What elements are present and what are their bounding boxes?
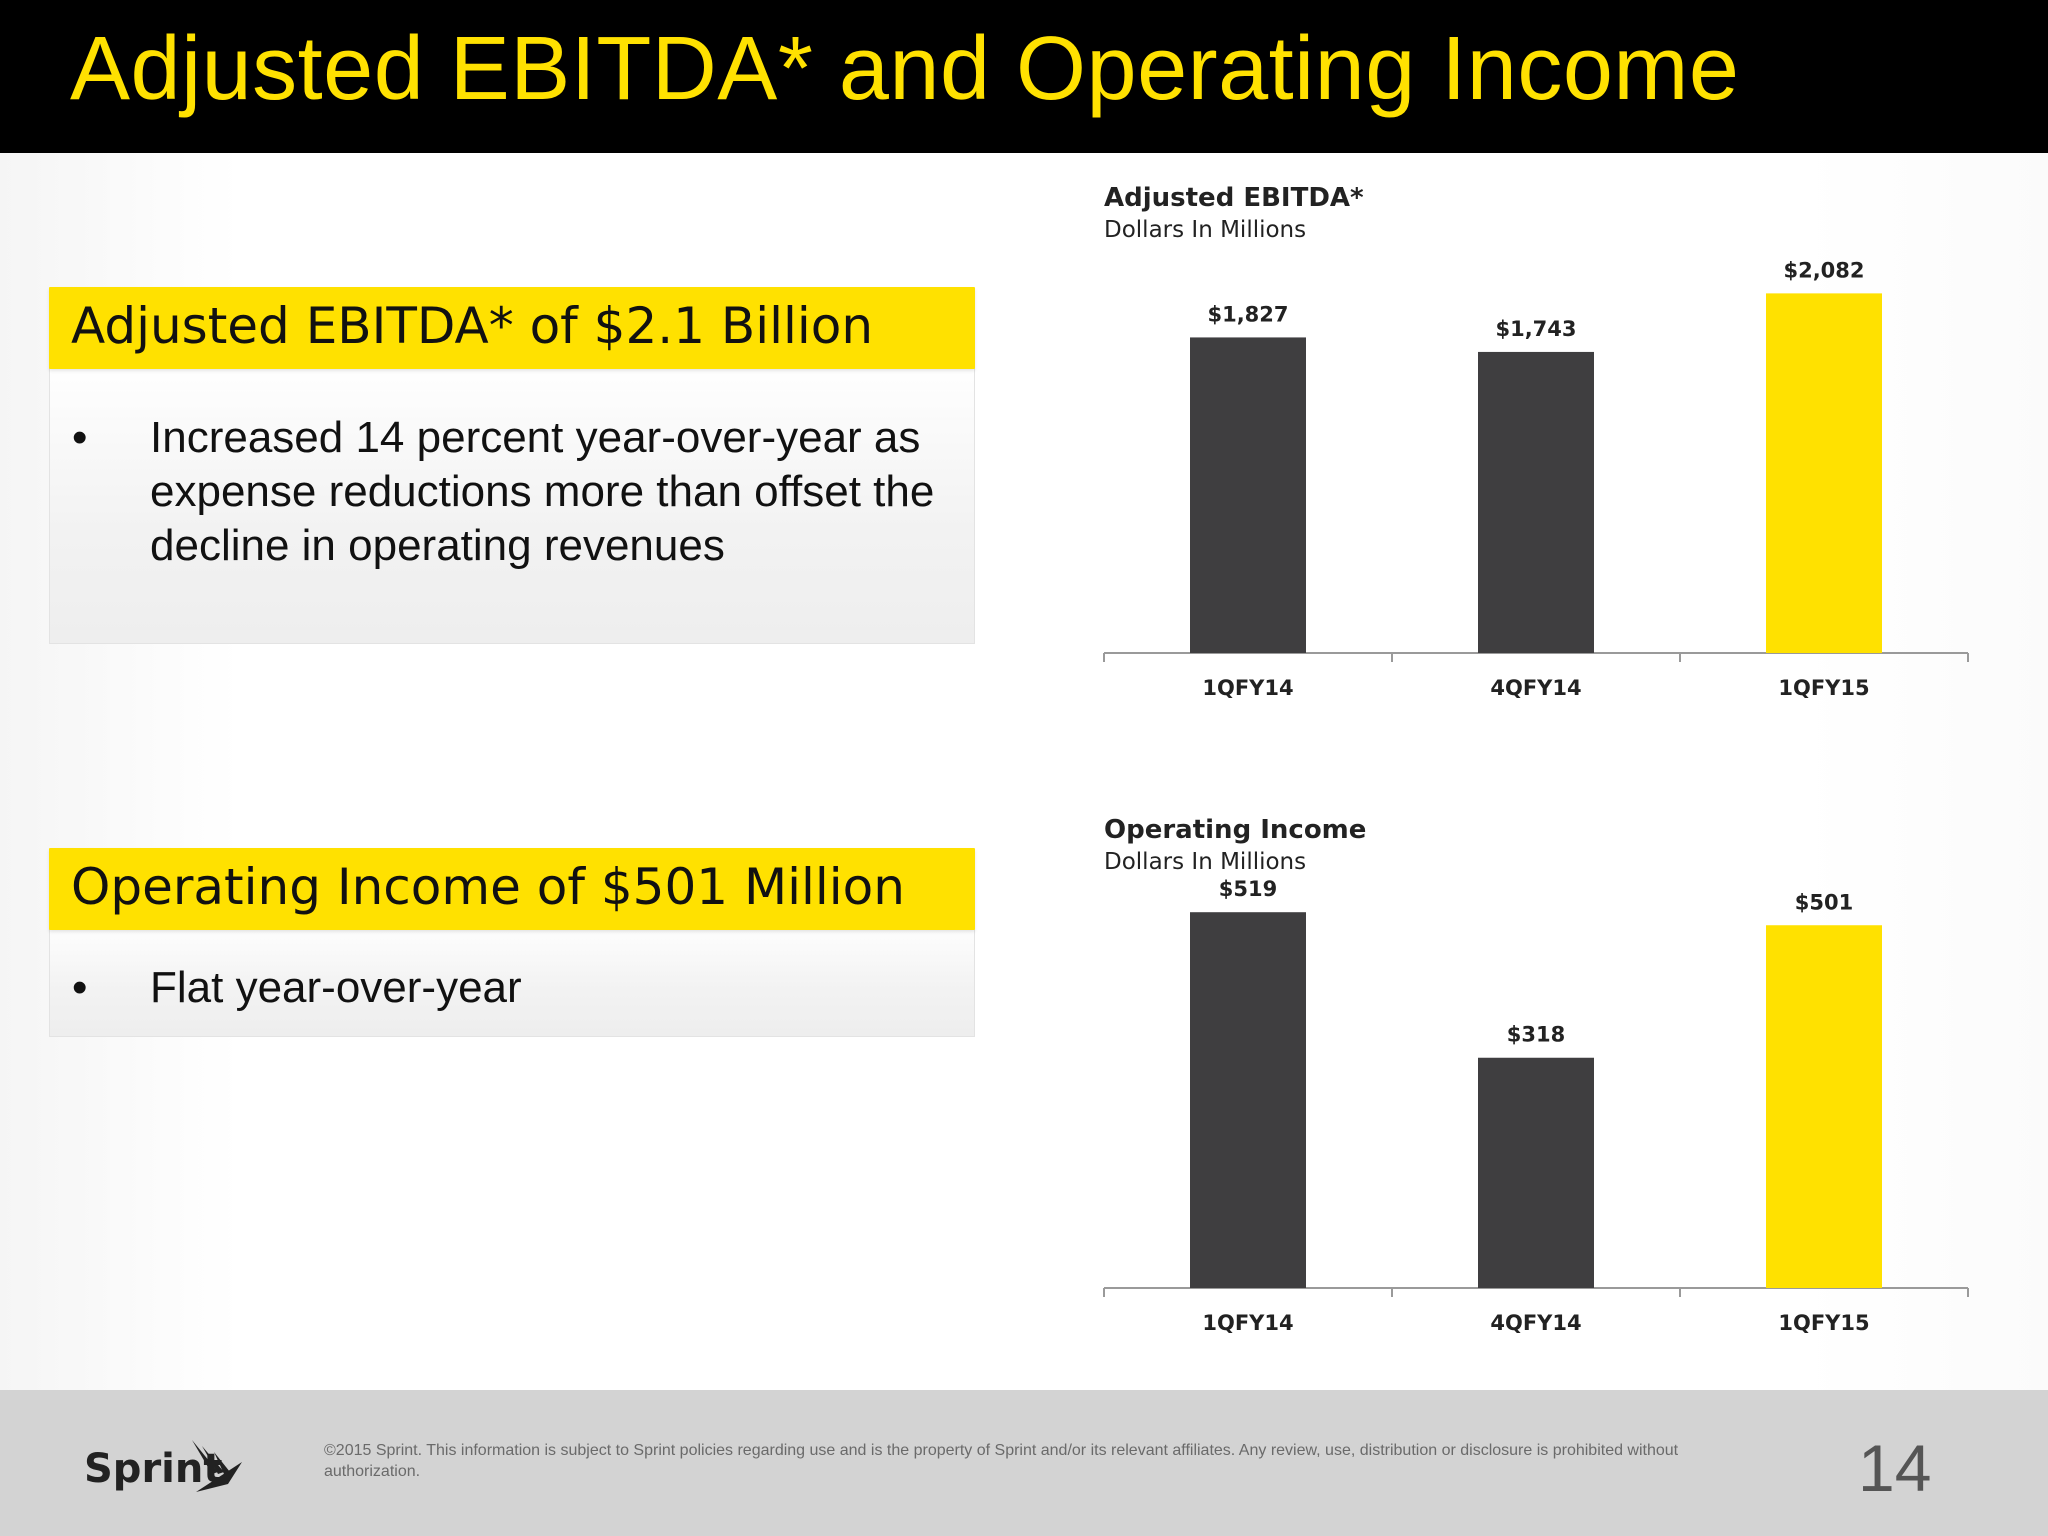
category-label: 4QFY14 [1490,1311,1581,1335]
category-label: 1QFY15 [1778,676,1869,700]
bar-value-label: $1,827 [1207,302,1288,326]
category-label: 1QFY14 [1202,1311,1293,1335]
bar-value-label: $501 [1795,890,1853,914]
category-label: 1QFY14 [1202,676,1293,700]
bar-4qfy14 [1478,351,1594,653]
bar-1qfy14 [1190,912,1306,1288]
operating-income-bar-chart: $519 1QFY14 $318 4QFY14 $501 1QFY15 [1103,877,1969,1335]
operating-income-chart-title: Operating Income [1104,815,1367,845]
slide-content: • Increased 14 percent year-over-year as… [0,153,2048,1390]
ebitda-chart-title: Adjusted EBITDA* [1104,183,1364,213]
slide-title: Adjusted EBITDA* and Operating Income [70,19,1740,119]
sprint-logo-text: Sprint [84,1446,223,1492]
bar-value-label: $318 [1507,1023,1565,1047]
title-bar: Adjusted EBITDA* and Operating Income [0,0,2048,153]
operating-income-section-header-label: Operating Income of $501 Million [71,858,905,916]
category-label: 4QFY14 [1490,676,1581,700]
bar-1qfy15 [1766,293,1882,653]
bar-1qfy15 [1766,925,1882,1288]
ebitda-section-header-label: Adjusted EBITDA* of $2.1 Billion [71,297,874,355]
bar-value-label: $519 [1219,877,1277,901]
bar-value-label: $2,082 [1783,258,1864,282]
footer: Sprint ©2015 Sprint. This information is… [0,1390,2048,1536]
sprint-logo: Sprint [84,1432,244,1504]
sprint-pin-icon [192,1440,242,1492]
bar-1qfy14 [1190,337,1306,653]
bar-value-label: $1,743 [1495,317,1576,341]
bullet-marker: • [72,413,88,462]
operating-income-summary-box: • Flat year-over-year [49,920,975,1037]
legal-disclaimer: ©2015 Sprint. This information is subjec… [324,1442,1679,1480]
ebitda-summary-box: • Increased 14 percent year-over-year as… [49,360,975,644]
operating-income-chart-subtitle: Dollars In Millions [1104,849,1307,875]
bullet-marker: • [72,963,88,1012]
ebitda-bar-chart: $1,827 1QFY14 $1,743 4QFY14 $2,082 1QFY15 [1103,258,1969,700]
category-label: 1QFY15 [1778,1311,1869,1335]
bar-4qfy14 [1478,1057,1594,1288]
ebitda-bullet-text: Increased 14 percent year-over-year as e… [150,413,935,570]
operating-income-section-header: Operating Income of $501 Million [49,848,975,930]
page-number: 14 [1858,1431,1932,1505]
ebitda-section-header: Adjusted EBITDA* of $2.1 Billion [49,287,975,369]
ebitda-chart-subtitle: Dollars In Millions [1104,217,1307,243]
operating-income-bullet-text: Flat year-over-year [150,963,522,1012]
